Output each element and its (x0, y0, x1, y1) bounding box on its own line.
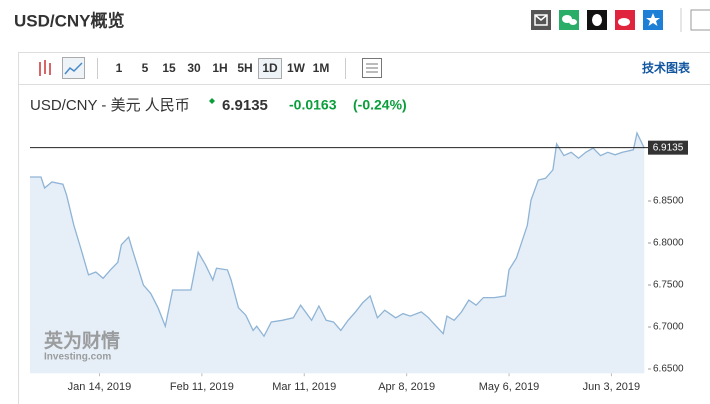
calendar-icon[interactable] (362, 58, 382, 78)
interval-button[interactable]: 15 (162, 61, 176, 75)
y-tick-label: 6.8500 (653, 196, 684, 207)
quote-name: USD/CNY - 美元 人民币 (30, 97, 190, 114)
x-tick-label: May 6, 2019 (479, 381, 540, 393)
quote-change-pct: (-0.24%) (353, 97, 407, 113)
interval-button[interactable]: 5 (142, 61, 149, 75)
price-line (30, 131, 645, 338)
weibo-glyph (618, 18, 630, 26)
interval-selected (258, 58, 282, 79)
calendar-glyph (366, 63, 378, 73)
star-glyph (646, 13, 660, 26)
up-indicator (209, 98, 215, 104)
share-icons (531, 8, 710, 32)
candle-icon[interactable] (39, 60, 51, 76)
interval-button[interactable]: 30 (187, 61, 201, 75)
plot: 6.6500 6.7000 6.7500 6.8000 6.8500 Jan 14, 20… (30, 131, 688, 393)
panel (18, 52, 710, 404)
interval-button[interactable]: 1M (313, 61, 330, 75)
qq-glyph (592, 14, 602, 26)
x-tick-label: Apr 8, 2019 (378, 381, 435, 393)
watermark-site: Investing.com (44, 352, 111, 363)
area-fill (30, 133, 645, 374)
line-chart-icon[interactable] (62, 57, 85, 79)
y-tick-label: 6.6500 (653, 364, 684, 375)
interval-button[interactable]: 1 (116, 61, 123, 75)
last-price-label: 6.9135 (653, 142, 684, 153)
quote-price: 6.9135 (222, 97, 268, 114)
interval-button[interactable]: 1D (262, 61, 278, 75)
y-tick-label: 6.8000 (653, 238, 684, 249)
toolbar: 技术图表 (39, 57, 691, 79)
tech-chart-link[interactable]: 技术图表 (642, 60, 691, 75)
wechat-glyph (569, 19, 577, 25)
interval-button[interactable]: 5H (237, 61, 252, 75)
interval-button[interactable]: 1W (287, 61, 306, 75)
y-tick-label: 6.7500 (653, 280, 684, 291)
email-glyph (534, 14, 548, 26)
quote-change: -0.0163 (289, 97, 337, 113)
line-glyph (64, 62, 83, 75)
y-tick-label: 6.7000 (653, 322, 684, 333)
more-icon[interactable] (690, 9, 710, 31)
interval-button[interactable]: 1H (212, 61, 227, 75)
last-price-box (648, 140, 688, 155)
x-tick-label: Jun 3, 2019 (583, 381, 641, 393)
header-title: USD/CNY概览 (14, 10, 125, 30)
x-tick-label: Mar 11, 2019 (272, 381, 336, 393)
watermark-brand: 英为财情 (44, 329, 120, 352)
x-tick-label: Feb 11, 2019 (170, 381, 234, 393)
x-tick-label: Jan 14, 2019 (68, 381, 132, 393)
